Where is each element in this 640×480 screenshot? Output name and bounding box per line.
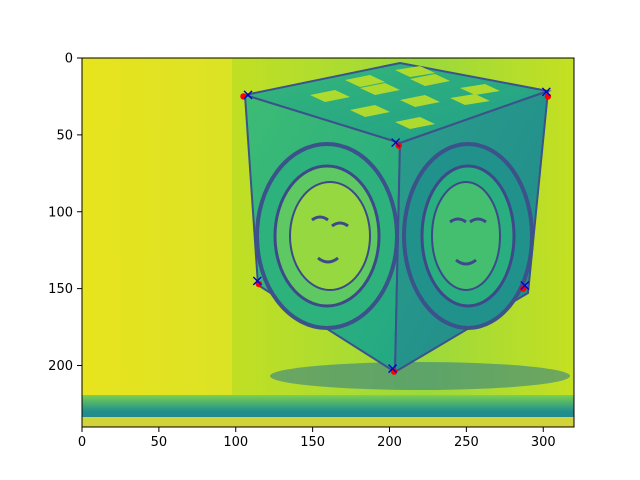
x-tick-label: 50 <box>151 435 168 450</box>
y-tick-label: 100 <box>48 205 73 220</box>
plot-frame <box>81 57 575 428</box>
red-dot-point <box>255 280 263 288</box>
blue-x-point <box>388 364 398 374</box>
red-dot-point <box>520 285 527 292</box>
blue-x-point <box>252 276 262 286</box>
x-tick-label: 200 <box>377 435 402 450</box>
y-tick-label: 200 <box>48 359 73 374</box>
x-tick-label: 100 <box>223 435 248 450</box>
x-tick-label: 150 <box>300 435 325 450</box>
checkerboard <box>310 66 500 129</box>
blue-x-point <box>391 138 401 148</box>
y-axis: 0 50 100 150 200 <box>48 52 82 374</box>
red-dot-point <box>390 368 398 375</box>
blue-x-point <box>520 281 530 291</box>
x-tick-label: 250 <box>454 435 479 450</box>
blue-x-point <box>541 87 551 97</box>
sun-relief-right <box>402 142 534 330</box>
x-axis: 0 50 100 150 200 250 300 <box>78 427 556 450</box>
y-tick-label: 150 <box>48 282 73 297</box>
sun-relief-left <box>255 142 399 330</box>
x-tick-label: 300 <box>531 435 556 450</box>
background-image <box>82 58 574 427</box>
y-tick-label: 50 <box>56 128 73 143</box>
data-markers <box>240 87 552 375</box>
y-tick-label: 0 <box>65 52 73 67</box>
x-tick-label: 0 <box>78 435 86 450</box>
blue-x-point <box>243 90 253 100</box>
